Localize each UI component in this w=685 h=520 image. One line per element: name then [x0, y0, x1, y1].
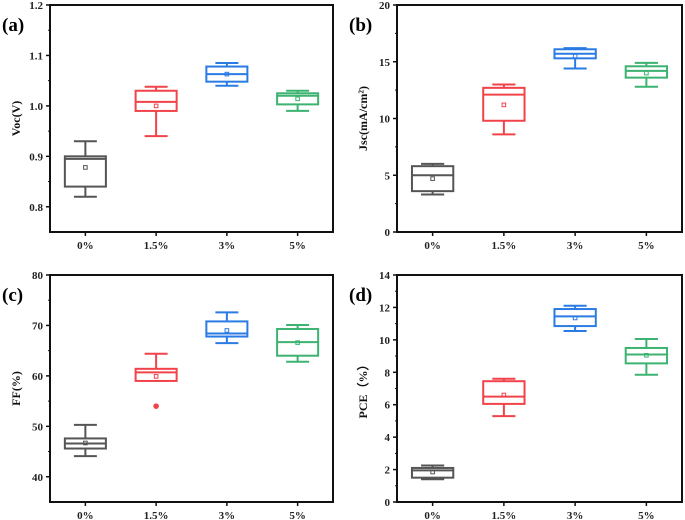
x-tick-label: 3%	[219, 510, 236, 520]
x-tick-label: 1.5%	[144, 240, 169, 252]
mean-marker	[295, 96, 300, 102]
panel-d: 0 2 4 6 8 10 12 14 0% 1.5% 3% 5% PCE（%） (d)	[349, 270, 683, 520]
y-tick-label: 80	[32, 270, 44, 282]
y-tick-label: 0	[385, 497, 391, 509]
box-0%	[63, 140, 107, 198]
iqr-box	[63, 155, 107, 188]
x-tick-label: 1.5%	[144, 510, 169, 520]
box-5%	[624, 61, 669, 88]
iqr-box	[134, 89, 178, 112]
panel-b: 0 5 10 15 20 0% 1.5% 3% 5% Jsc(mA/cm²) (b)	[349, 0, 683, 252]
y-tick-label: 1.1	[29, 50, 43, 62]
y-tick-label: 14	[379, 270, 391, 282]
box-3%	[205, 62, 249, 87]
y-axis-label: PCE（%）	[355, 358, 370, 418]
mean-marker	[644, 352, 649, 358]
mean-marker	[153, 374, 159, 379]
x-tick-label: 5%	[638, 240, 655, 252]
box-0%	[410, 464, 455, 481]
y-tick-label: 20	[379, 0, 391, 12]
y-tick-label: 10	[379, 114, 391, 126]
mean-marker	[501, 392, 507, 398]
y-tick-label: 15	[379, 57, 391, 69]
panel-c: 40 50 60 70 80 0% 1.5% 3% 5% FF(%) (c)	[2, 270, 334, 520]
box-5%	[624, 338, 669, 376]
y-tick-label: 0.8	[29, 202, 43, 214]
panel-label: (d)	[349, 285, 372, 306]
box-1.5%	[134, 352, 178, 409]
box-0%	[63, 423, 107, 458]
x-tick-label: 0%	[77, 510, 94, 520]
iqr-box	[624, 65, 669, 79]
iqr-box	[276, 92, 320, 106]
mean-marker	[430, 469, 435, 475]
mean-marker	[295, 340, 300, 345]
iqr-box	[410, 466, 455, 479]
y-tick-label: 40	[32, 472, 44, 484]
y-tick-label: 8	[385, 367, 391, 379]
x-tick-label: 0%	[77, 240, 94, 252]
iqr-box	[410, 165, 455, 193]
plot-frame	[396, 4, 683, 233]
box-5%	[276, 323, 320, 363]
y-tick-label: 5	[385, 170, 391, 182]
mean-marker	[83, 440, 88, 446]
plot-frame	[49, 4, 334, 233]
y-tick-label: 10	[379, 335, 391, 347]
x-tick-label: 0%	[424, 510, 441, 520]
box-0%	[410, 162, 455, 196]
box-3%	[205, 311, 249, 345]
panel-label: (a)	[2, 15, 24, 36]
y-tick-label: 2	[385, 465, 391, 477]
panel-label: (b)	[349, 15, 372, 36]
iqr-box	[482, 86, 526, 122]
mean-marker	[83, 165, 88, 170]
y-axis-label: Jsc(mA/cm²)	[356, 86, 370, 151]
iqr-box	[482, 380, 526, 405]
y-tick-label: 60	[32, 371, 44, 383]
x-tick-label: 3%	[567, 240, 584, 252]
mean-marker	[644, 70, 649, 76]
y-tick-label: 0	[385, 227, 391, 239]
x-tick-label: 5%	[638, 510, 655, 520]
y-axis-label: FF(%)	[9, 371, 23, 406]
mean-marker	[572, 53, 578, 59]
y-tick-label: 1.0	[29, 101, 43, 113]
mean-marker	[153, 103, 159, 109]
panel-a: 0.8 0.9 1.0 1.1 1.2 0% 1.5% 3% 5% Voc(V) (a)	[2, 0, 334, 252]
y-tick-label: 1.2	[29, 0, 43, 12]
y-tick-label: 6	[385, 400, 391, 412]
y-tick-label: 12	[379, 302, 391, 314]
box-3%	[553, 47, 597, 70]
box-1.5%	[482, 377, 526, 418]
mean-marker	[224, 71, 230, 77]
y-tick-label: 50	[32, 421, 44, 433]
x-tick-label: 1.5%	[492, 510, 517, 520]
x-tick-label: 1.5%	[492, 240, 517, 252]
x-tick-label: 0%	[424, 240, 441, 252]
y-tick-label: 70	[32, 320, 44, 332]
y-tick-label: 0.9	[29, 151, 43, 163]
mean-marker	[224, 328, 230, 333]
x-tick-label: 3%	[567, 510, 584, 520]
iqr-box	[553, 308, 597, 328]
outlier-point	[153, 403, 159, 409]
box-1.5%	[134, 85, 178, 138]
mean-marker	[572, 315, 578, 321]
box-3%	[553, 304, 597, 332]
box-1.5%	[482, 83, 526, 136]
x-tick-label: 3%	[219, 240, 236, 252]
y-axis-label: Voc(V)	[9, 101, 23, 137]
panel-label: (c)	[2, 285, 23, 306]
x-tick-label: 5%	[289, 510, 306, 520]
x-tick-label: 5%	[289, 240, 306, 252]
box-5%	[276, 89, 320, 112]
plot-frame	[49, 274, 334, 503]
iqr-box	[624, 346, 669, 365]
y-tick-label: 4	[385, 432, 391, 444]
mean-marker	[430, 176, 435, 181]
mean-marker	[501, 102, 507, 108]
